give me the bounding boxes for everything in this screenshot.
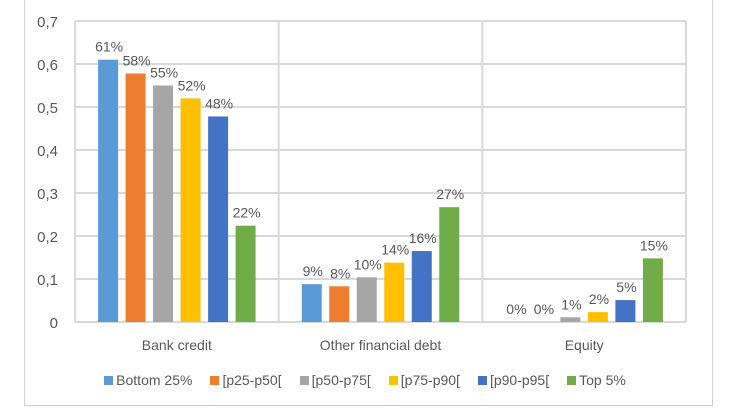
chart-frame [24,0,713,406]
data-label: 52% [178,77,206,93]
bar [439,207,460,322]
y-tick-label: 0,1 [37,272,58,289]
bar [125,73,146,323]
x-category-label: Bank credit [142,337,212,353]
data-label: 48% [205,95,233,111]
legend-label: [p50-p75[ [311,372,371,388]
bar [642,258,663,322]
data-label: 16% [409,230,437,246]
y-tick-label: 0,6 [37,57,58,74]
data-label: 8% [330,265,350,281]
data-label: 2% [589,291,609,307]
bar [180,98,201,323]
data-label: 0% [534,301,554,317]
bar [560,317,581,322]
data-label: 15% [640,237,668,253]
data-label: 22% [233,205,261,221]
x-category-label: Other financial debt [320,337,442,353]
data-label: 9% [303,263,323,279]
legend-swatch [477,375,487,385]
bar [615,300,636,322]
data-label: 5% [616,279,636,295]
legend-label: [p75-p90[ [400,372,460,388]
legend-swatch [299,375,309,385]
y-tick-label: 0,3 [37,186,58,203]
legend-swatch [104,375,114,385]
bar [411,251,432,322]
data-label: 58% [123,52,151,68]
legend-item: [p90-p95[ [477,372,550,388]
bar [235,225,256,322]
y-tick-label: 0,5 [37,100,58,117]
bar [301,284,322,322]
y-tick-label: 0,4 [37,143,58,160]
legend-label: Top 5% [579,372,626,388]
x-category-label: Equity [565,337,604,353]
legend-swatch [388,375,398,385]
bar [98,59,119,322]
bar [356,277,377,322]
legend-item: [p50-p75[ [299,372,371,388]
y-tick-label: 0 [50,315,58,332]
legend-label: Bottom 25% [116,372,193,388]
legend-label: [p90-p95[ [489,372,550,388]
data-label: 55% [150,65,178,81]
bar [153,85,174,322]
data-label: 61% [95,39,123,55]
data-label: 10% [354,256,382,272]
data-label: 1% [561,296,581,312]
bar [329,286,350,322]
data-label: 14% [381,242,409,258]
y-tick-label: 0,2 [37,229,58,246]
y-tick-label: 0,7 [37,14,58,31]
legend-swatch [210,375,220,385]
bar [384,262,405,322]
legend-swatch [567,375,577,385]
legend-item: [p25-p50[ [210,372,282,388]
legend-item: Bottom 25% [104,372,192,388]
data-label: 27% [436,186,464,202]
legend-item: [p75-p90[ [388,372,460,388]
legend-item: Top 5% [567,372,626,388]
legend: Bottom 25% [p25-p50[ [p50-p75[ [p75-p90[ [p9… [0,372,730,388]
bar [587,312,608,322]
legend-label: [p25-p50[ [222,372,282,388]
bar [208,116,229,323]
data-label: 0% [506,301,526,317]
